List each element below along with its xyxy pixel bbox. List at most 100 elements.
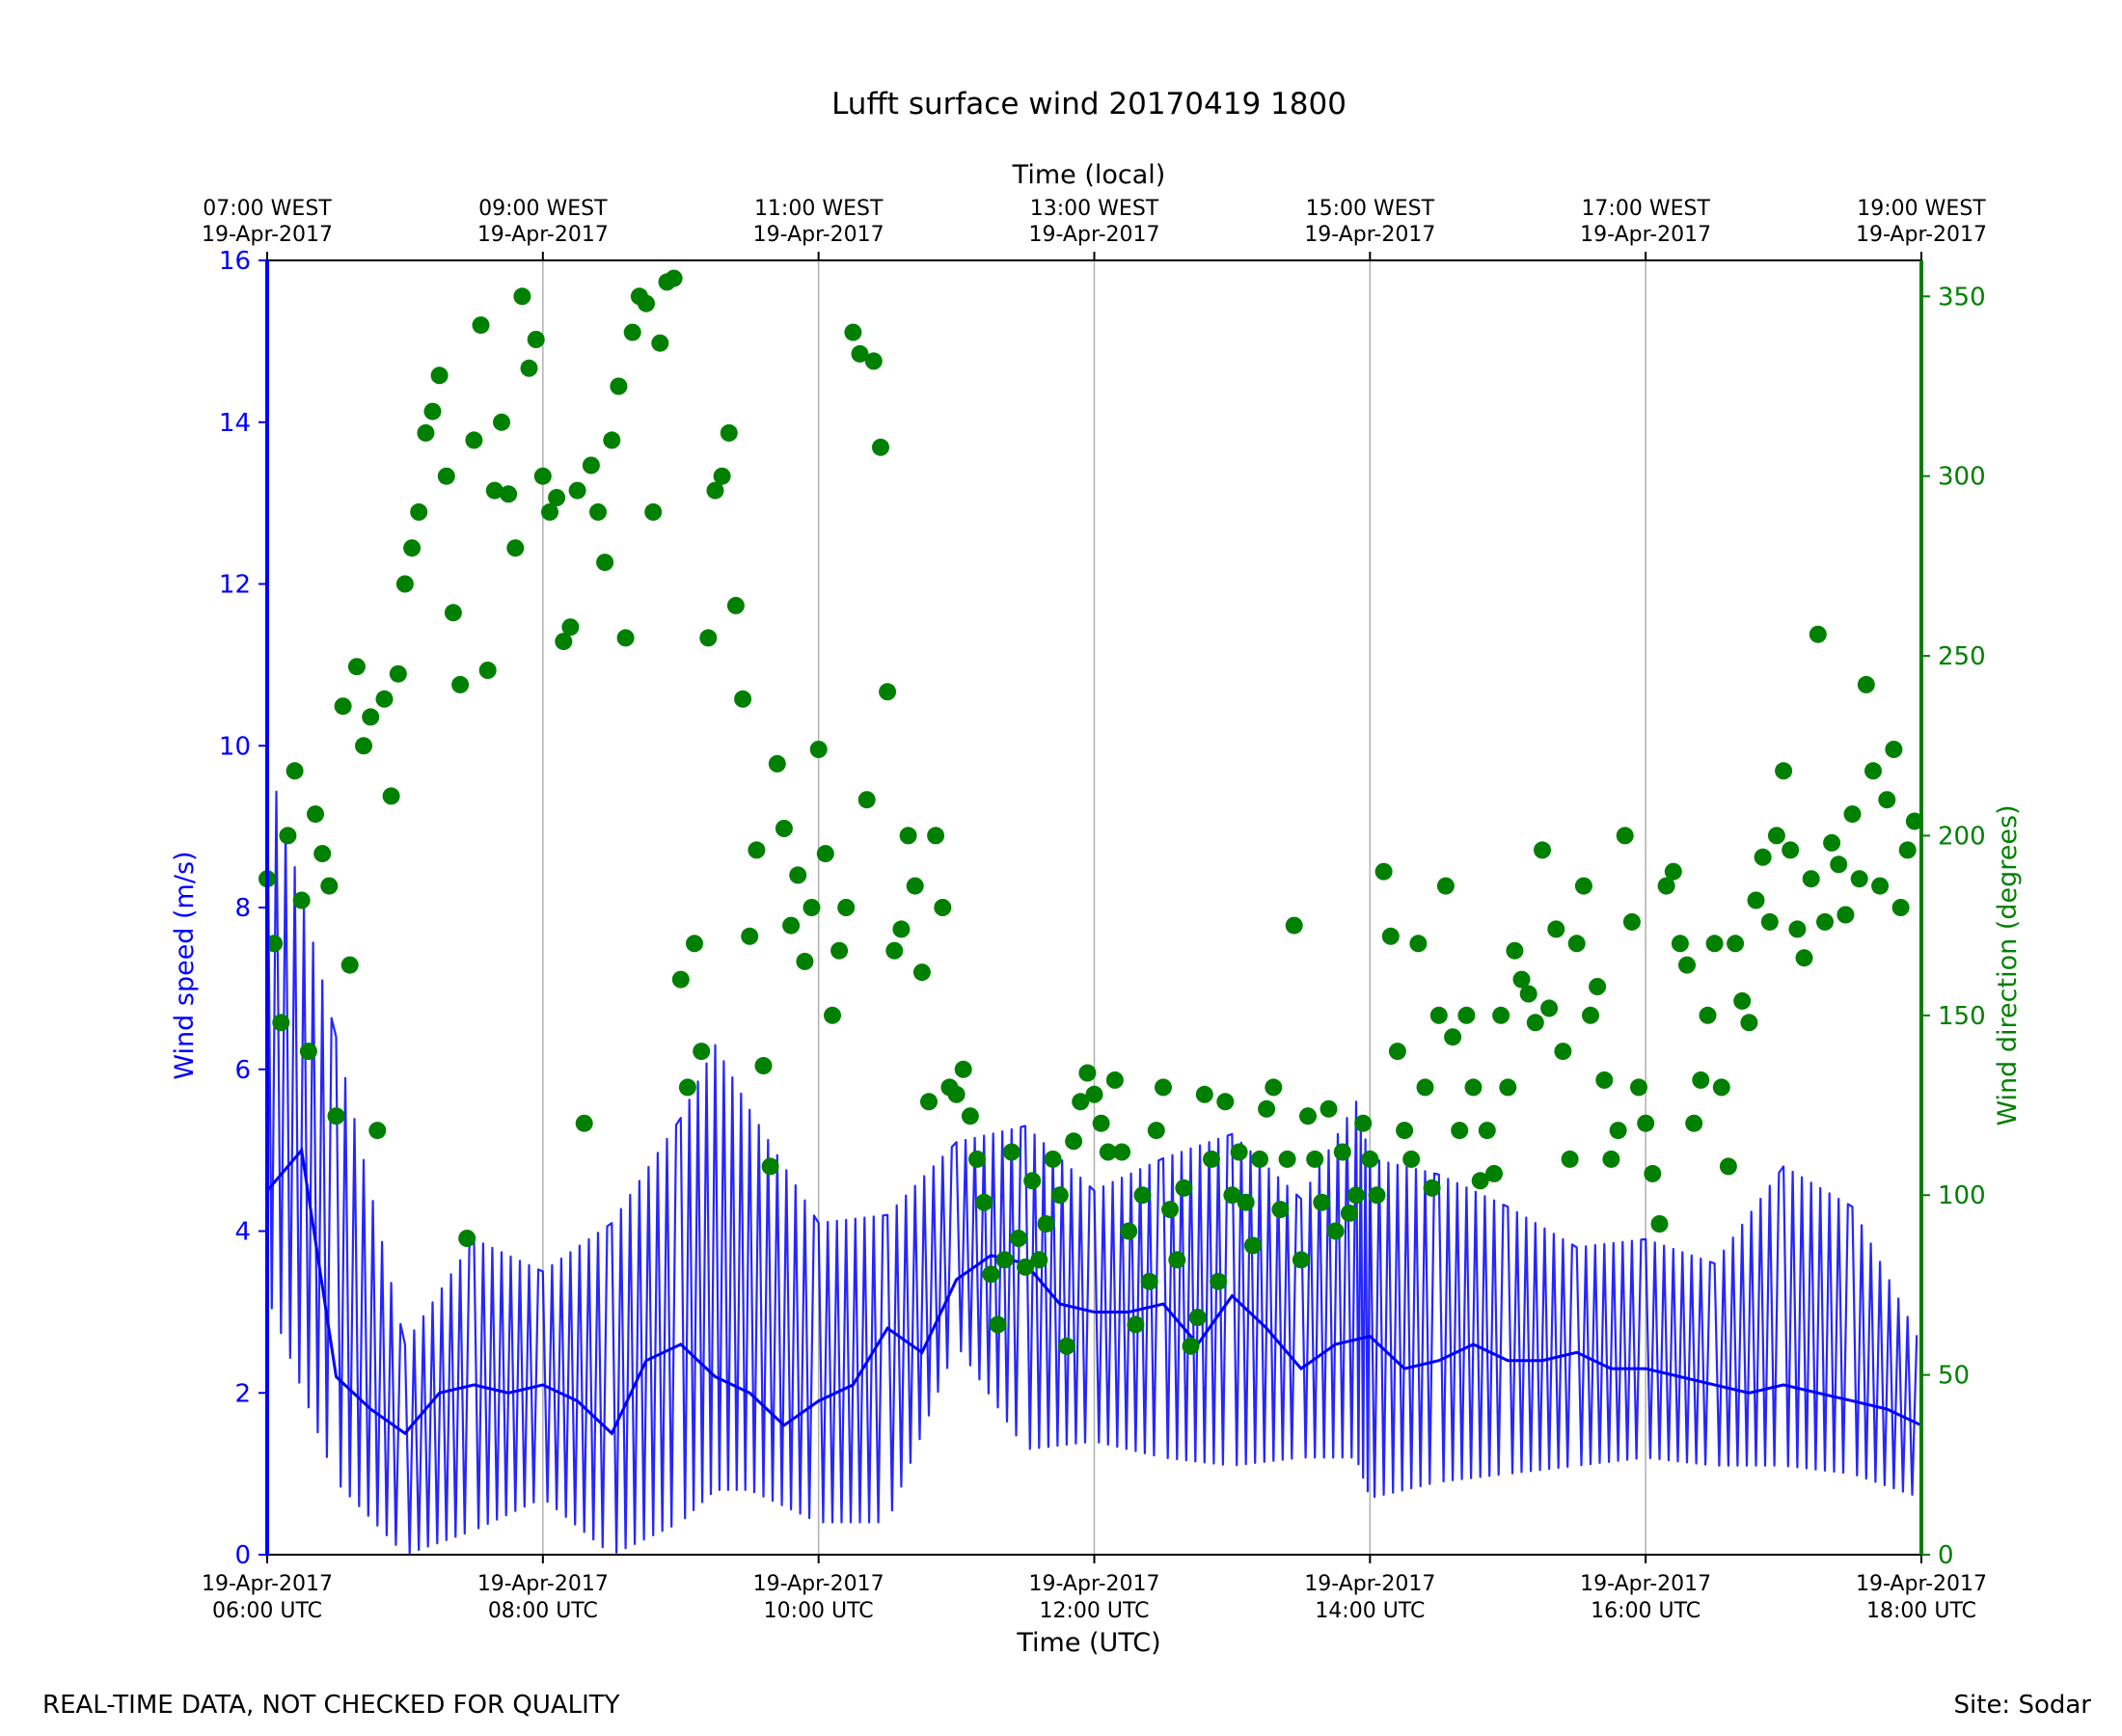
wind-direction-point xyxy=(589,502,607,521)
wind-direction-point xyxy=(1760,912,1779,931)
bottom-x-tick-time: 18:00 UTC xyxy=(1866,1599,1976,1623)
wind-direction-point xyxy=(837,899,856,916)
wind-direction-point xyxy=(995,1251,1014,1269)
wind-direction-point xyxy=(458,1230,476,1247)
wind-direction-point xyxy=(1444,1028,1462,1046)
wind-direction-point xyxy=(1878,791,1896,809)
wind-direction-point xyxy=(513,287,531,306)
wind-direction-point xyxy=(1451,1122,1469,1140)
wind-direction-point xyxy=(1609,1122,1627,1140)
wind-direction-point xyxy=(403,539,422,557)
wind-direction-point xyxy=(417,423,435,442)
wind-direction-point xyxy=(1836,906,1855,924)
wind-direction-point xyxy=(726,596,745,614)
wind-direction-point xyxy=(279,827,297,845)
wind-direction-point xyxy=(1567,935,1586,953)
wind-direction-point xyxy=(1361,1150,1379,1168)
wind-direction-point xyxy=(1037,1215,1055,1233)
wind-direction-point xyxy=(1767,827,1785,845)
wind-direction-point xyxy=(465,431,483,449)
wind-direction-point xyxy=(1898,841,1917,859)
wind-direction-point xyxy=(1664,862,1682,881)
wind-direction-point xyxy=(1602,1150,1620,1168)
wind-direction-point xyxy=(575,1114,593,1132)
wind-direction-point xyxy=(382,787,400,805)
wind-direction-point xyxy=(1436,877,1455,895)
wind-direction-point xyxy=(1120,1222,1138,1240)
wind-direction-point xyxy=(596,554,614,572)
wind-direction-point xyxy=(975,1193,993,1211)
wind-direction-point xyxy=(912,963,931,982)
top-x-tick-date: 19-Apr-2017 xyxy=(753,223,884,247)
wind-direction-point xyxy=(857,791,876,809)
wind-direction-point xyxy=(437,467,455,485)
right-y-tick-label: 50 xyxy=(1938,1362,1970,1391)
wind-direction-point xyxy=(1216,1093,1235,1111)
left-y-tick-label: 2 xyxy=(234,1379,251,1408)
wind-direction-point xyxy=(1802,870,1820,888)
wind-direction-point xyxy=(485,481,503,500)
wind-direction-point xyxy=(1354,1114,1373,1132)
wind-direction-point xyxy=(1429,1006,1448,1024)
wind-direction-point xyxy=(678,1078,696,1097)
wind-direction-point xyxy=(927,827,945,845)
left-y-tick-label: 10 xyxy=(219,732,251,761)
wind-direction-point xyxy=(1396,1122,1414,1140)
wind-direction-point xyxy=(1017,1258,1034,1276)
wind-direction-point xyxy=(1085,1085,1103,1103)
wind-direction-point xyxy=(686,935,703,953)
wind-direction-point xyxy=(1699,1006,1717,1024)
wind-direction-point xyxy=(1306,1150,1324,1168)
wind-direction-point xyxy=(830,941,849,960)
wind-direction-point xyxy=(320,877,339,895)
wind-direction-point xyxy=(789,866,807,884)
wind-direction-point xyxy=(1299,1107,1317,1126)
wind-direction-point xyxy=(693,1043,711,1061)
bottom-x-tick-time: 14:00 UTC xyxy=(1315,1599,1425,1623)
wind-direction-point xyxy=(1830,855,1848,874)
wind-direction-point xyxy=(1795,949,1813,967)
wind-direction-point xyxy=(527,331,545,348)
wind-direction-point xyxy=(1595,1071,1614,1089)
wind-direction-point xyxy=(1292,1251,1310,1269)
wind-direction-point xyxy=(1547,920,1565,938)
wind-direction-point xyxy=(444,604,462,622)
wind-speed-line xyxy=(265,1147,1922,1436)
wind-direction-point xyxy=(1775,762,1793,780)
wind-direction-point xyxy=(355,737,372,755)
wind-direction-point xyxy=(1333,1143,1351,1161)
wind-direction-point xyxy=(1057,1337,1075,1355)
wind-direction-point xyxy=(864,352,883,370)
top-x-tick-date: 19-Apr-2017 xyxy=(1304,223,1435,247)
right-y-tick-label: 100 xyxy=(1938,1181,1986,1210)
wind-direction-point xyxy=(423,402,442,420)
wind-direction-point xyxy=(410,502,428,521)
wind-direction-point xyxy=(292,891,311,909)
wind-direction-point xyxy=(568,481,586,500)
wind-direction-point xyxy=(768,754,786,773)
left-axis-label: Wind speed (m/s) xyxy=(170,851,200,1079)
wind-direction-point xyxy=(451,675,470,693)
wind-direction-point xyxy=(1147,1122,1165,1140)
footer-quality-note: REAL-TIME DATA, NOT CHECKED FOR QUALITY xyxy=(42,1691,620,1720)
wind-direction-point xyxy=(761,1157,779,1176)
top-x-tick-date: 19-Apr-2017 xyxy=(202,223,333,247)
wind-direction-point xyxy=(313,845,332,863)
wind-direction-point xyxy=(748,841,766,859)
bottom-x-tick-date: 19-Apr-2017 xyxy=(753,1572,884,1596)
wind-direction-point xyxy=(982,1265,1000,1284)
wind-direction-point xyxy=(561,618,580,637)
bottom-x-tick-date: 19-Apr-2017 xyxy=(1580,1572,1711,1596)
top-x-tick-time: 15:00 WEST xyxy=(1306,197,1435,221)
wind-direction-point xyxy=(851,344,869,363)
wind-direction-point xyxy=(1285,916,1303,935)
wind-direction-point xyxy=(1243,1236,1262,1255)
wind-direction-point xyxy=(1195,1085,1213,1103)
wind-direction-point xyxy=(1823,833,1841,852)
wind-direction-point xyxy=(1423,1179,1441,1197)
wind-direction-point xyxy=(1072,1093,1090,1111)
wind-direction-point xyxy=(968,1150,986,1168)
wind-direction-point xyxy=(1265,1078,1283,1097)
wind-direction-point xyxy=(1078,1064,1097,1082)
wind-direction-point xyxy=(1050,1186,1069,1205)
